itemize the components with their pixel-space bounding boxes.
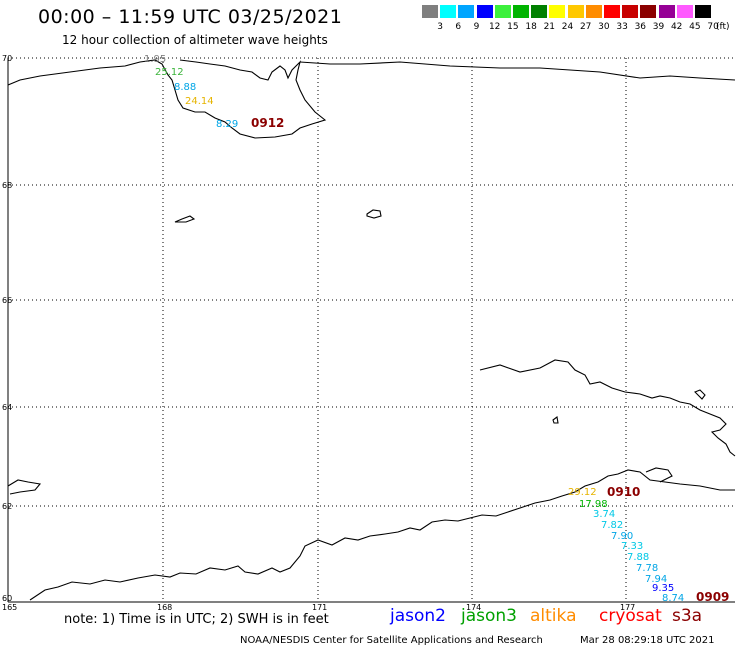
wave-height-label: 24.14 — [185, 96, 214, 107]
wave-height-label: 7.94 — [645, 574, 667, 585]
longitude-labels: 165 168 171 174 177 — [2, 603, 635, 612]
legend-swatch — [658, 5, 675, 18]
legend-tick: 45 — [689, 22, 701, 32]
legend-swatch — [476, 5, 493, 18]
wave-height-label: 9.35 — [652, 583, 674, 594]
latitude-label: 60 — [2, 594, 12, 603]
latitude-label: 64 — [2, 403, 12, 412]
page-title: 00:00 – 11:59 UTC 03/25/2021 — [38, 6, 343, 28]
legend-swatch — [676, 5, 693, 18]
wave-height-label: 8.88 — [174, 82, 196, 93]
latitude-label: 70 — [2, 54, 12, 63]
longitude-label: 168 — [157, 603, 172, 612]
credit-text: NOAA/NESDIS Center for Satellite Applica… — [240, 635, 543, 646]
wave-height-label: 29.12 — [568, 487, 597, 498]
legend-tick: 36 — [634, 22, 647, 32]
graticule — [8, 58, 735, 602]
wave-height-label: 7.88 — [627, 552, 649, 563]
latitude-labels: 70 68 66 64 62 60 — [2, 54, 12, 603]
legend-tick: 42 — [670, 22, 683, 32]
legend-tick: 9 — [473, 22, 480, 32]
pass-id-label: 0912 — [251, 116, 284, 130]
page-subtitle: 12 hour collection of altimeter wave hei… — [62, 33, 328, 47]
wave-height-label: 7.82 — [601, 520, 623, 531]
latitude-label: 68 — [2, 181, 12, 190]
satellite-label: cryosat — [599, 606, 662, 626]
legend-swatch — [695, 5, 711, 18]
legend-unit: (ft) — [716, 22, 730, 32]
legend-swatch — [604, 5, 620, 18]
wave-height-label: 7.33 — [621, 541, 643, 552]
legend-swatch — [513, 5, 529, 18]
satellite-label: jason3 — [461, 606, 517, 626]
map-frame — [7, 57, 735, 603]
wave-height-label: 8.29 — [216, 119, 238, 130]
legend-swatch — [585, 5, 602, 18]
wave-height-label: 7.90 — [611, 531, 633, 542]
longitude-label: 165 — [2, 603, 17, 612]
legend-swatch — [549, 5, 566, 18]
wave-height-label: 7.78 — [636, 563, 658, 574]
legend-tick: 27 — [579, 22, 592, 32]
legend-swatch — [494, 5, 511, 18]
legend-tick: 24 — [561, 22, 574, 32]
satellite-label: altika — [530, 606, 577, 626]
longitude-label: 174 — [466, 603, 481, 612]
latitude-label: 66 — [2, 296, 12, 305]
legend-tick: 39 — [652, 22, 665, 32]
wave-height-label: 25.12 — [155, 67, 184, 78]
legend-tick: 18 — [525, 22, 537, 32]
legend-swatch — [531, 5, 548, 18]
wave-height-label: 17.98 — [579, 499, 608, 510]
longitude-label: 171 — [312, 603, 327, 612]
coastline — [7, 59, 736, 601]
wave-height-label: 1.95 — [144, 54, 166, 65]
pass-id-label: 0909 — [696, 590, 729, 604]
satellite-label: jason2 — [390, 606, 446, 626]
legend-tick: 70 — [707, 22, 719, 32]
satellite-label: s3a — [672, 606, 703, 626]
legend-swatch — [567, 5, 584, 18]
legend-tick: 6 — [455, 22, 462, 32]
legend-tick: 12 — [488, 22, 501, 32]
legend-swatch — [422, 5, 438, 18]
generated-timestamp: Mar 28 08:29:18 UTC 2021 — [580, 635, 715, 646]
pass-id-label: 0910 — [607, 485, 640, 499]
legend-swatch — [458, 5, 475, 18]
legend-swatch — [622, 5, 639, 18]
footer-note: note: 1) Time is in UTC; 2) SWH is in fe… — [64, 612, 329, 627]
wave-height-label: 3.74 — [593, 509, 615, 520]
wave-height-label: 8.74 — [662, 593, 684, 604]
legend-tick: 3 — [437, 22, 443, 32]
legend-tick: 15 — [507, 22, 519, 32]
legend-swatch — [440, 5, 457, 18]
legend-tick: 21 — [543, 22, 556, 32]
latitude-label: 62 — [2, 502, 12, 511]
longitude-label: 177 — [620, 603, 635, 612]
legend-tick: 33 — [616, 22, 628, 32]
legend-tick: 30 — [598, 22, 610, 32]
legend-swatch — [640, 5, 657, 18]
wave-observations: 1.95 25.12 8.88 24.14 8.29 0912 29.12 091017.98… — [144, 54, 729, 604]
